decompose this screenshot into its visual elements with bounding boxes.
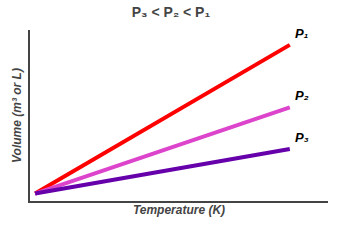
svg-text:Temperature (K): Temperature (K) (133, 203, 225, 217)
svg-text:P₁: P₁ (295, 26, 308, 41)
svg-text:Volume (m³ or L): Volume (m³ or L) (10, 68, 24, 163)
svg-text:P₃ < P₂ < P₁: P₃ < P₂ < P₁ (132, 4, 211, 20)
svg-text:P₃: P₃ (295, 130, 309, 145)
svg-text:P₂: P₂ (295, 88, 309, 103)
